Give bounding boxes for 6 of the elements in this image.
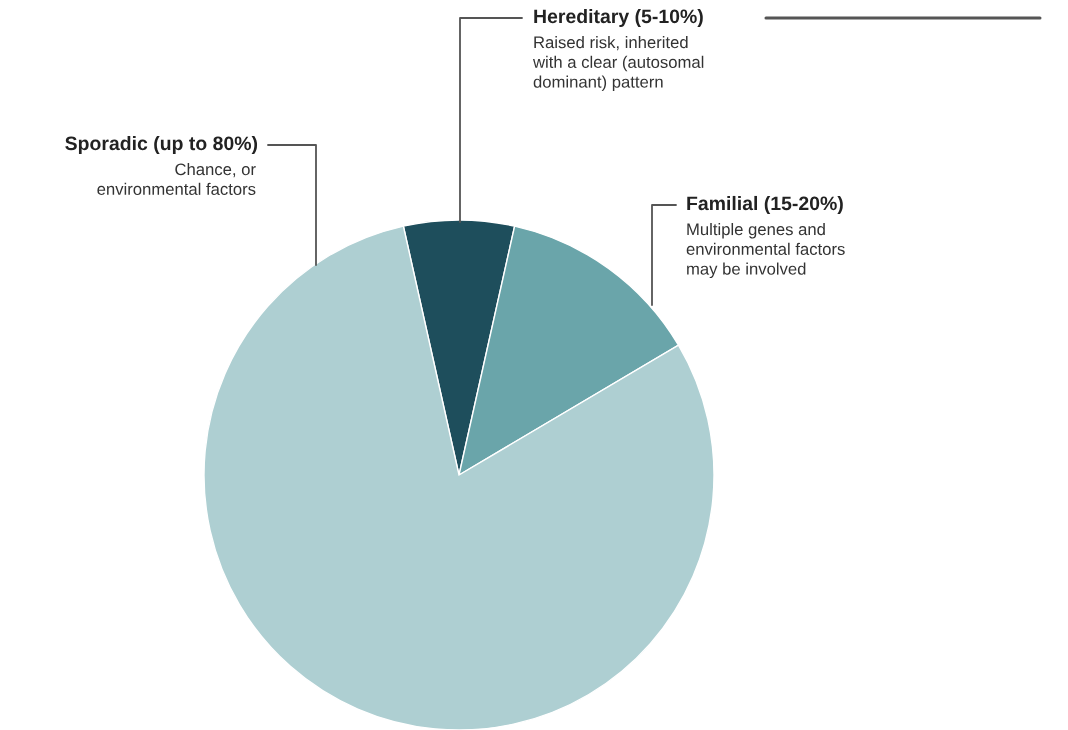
slice-label: Familial (15-20%) — [687, 195, 843, 215]
slice-label: Sporadic (up to 80%) — [65, 135, 258, 155]
text: Raised risk, inherited with a clear (autosomal dominant) pattern — [532, 36, 704, 92]
slice-label: Hereditary (5-10%) — [534, 8, 703, 28]
text: Multiple genes and environmental factors may be involved — [686, 223, 845, 279]
text: Chance, or environmental factors — [97, 163, 256, 196]
